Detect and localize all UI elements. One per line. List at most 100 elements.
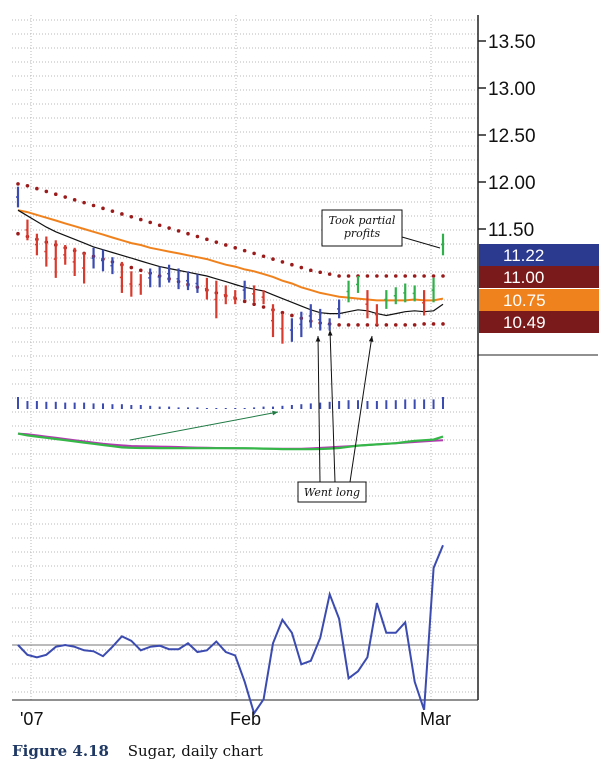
histogram-bar [442,397,444,409]
upper-band-dot [35,186,39,191]
upper-band-dot [25,183,30,188]
upper-band-dot [223,243,228,247]
histogram-bar [92,403,95,409]
upper-band-dot [63,195,68,199]
price-tags: 11.22 11.00 10.75 10.49 [479,244,599,333]
upper-band-dot [157,223,162,228]
histogram-bar [272,406,274,409]
histogram-bar [35,401,38,409]
histogram-bar [139,405,142,409]
histogram-bar [290,405,293,409]
histogram-bar [394,400,397,409]
histogram-bar [319,402,322,409]
upper-band-dot [393,274,398,278]
date-label: Mar [420,709,451,729]
went-long-arrowhead [368,336,374,342]
histogram-bar [309,403,312,409]
price-tick-label: 12.50 [488,126,536,147]
lower-band-dot [365,323,370,327]
figure-label: Figure 4.18 [12,742,109,760]
histogram-bar [385,400,388,409]
histogram-bar [347,400,350,409]
histogram-bar [73,402,76,409]
histogram-bar [253,407,256,409]
upper-band-dot [148,220,153,225]
lower-band-dot [252,302,256,307]
histogram-bar [196,407,199,409]
histogram-bar [375,401,378,409]
figure-title: Sugar, daily chart [127,742,263,760]
price-tag-label: 11.00 [503,268,544,287]
went-long-arrowhead [272,410,278,416]
histogram-bar [205,408,208,409]
date-label: '07 [20,709,43,729]
upper-band-dot [214,240,219,244]
upper-band-dot [346,274,351,278]
upper-band-dot [129,214,134,219]
price-tick-label: 13.00 [488,79,536,100]
histogram-bar [432,399,435,409]
upper-band-dot [91,203,96,208]
upper-band-dot [101,206,105,211]
lower-band-dot [431,322,436,326]
grid-lines [12,15,478,700]
upper-band-dot [195,234,200,239]
upper-band-dot [308,268,313,273]
histogram-bar [26,401,29,409]
took-profits-pointer [401,236,441,249]
upper-band-dot [431,274,436,278]
upper-band-dot [242,248,247,253]
upper-band-dot [138,217,143,222]
price-tag-box [479,289,599,311]
histogram-bar [45,401,48,409]
histogram-bar [423,399,426,409]
histogram-bar [281,405,284,409]
went-long-arrowhead [327,330,333,336]
upper-band-dot [261,254,266,259]
upper-band-dot [318,270,323,275]
price-tag-label: 11.22 [503,246,544,265]
histogram-bar [149,405,152,409]
went-long-arrow [317,335,321,483]
histogram-bar [328,401,331,409]
upper-band-dot [299,265,304,270]
upper-band-dot [290,262,294,267]
histogram-bar [130,405,133,409]
histogram-bar [83,402,86,409]
price-tag-label: 10.49 [503,313,546,332]
date-axis: '07 Feb Mar [20,709,451,729]
histogram-bar [177,407,180,409]
lower-band-dot [261,305,266,309]
upper-band-dot [120,212,124,216]
price-tick-label: 11.50 [488,220,534,241]
indicator-panel [17,397,444,451]
upper-band-dot [337,274,341,278]
black-moving-average [17,209,444,317]
histogram-bar [54,401,57,409]
histogram-bar [120,404,123,409]
histogram-bar [224,408,227,409]
histogram-bar [366,401,369,409]
took-profits-callout-text: Took partial [329,214,396,227]
upper-band-dot [233,246,238,250]
lower-band-dot [290,313,294,318]
price-panel [16,182,445,344]
took-profits-callout-text: profits [344,227,381,240]
upper-band-dot [252,251,256,256]
price-tag-box [479,311,599,333]
upper-band-dot [422,274,426,278]
histogram-bar [158,406,161,409]
upper-band-dot [82,200,86,205]
upper-band-dot [110,209,115,213]
lower-band-dot [280,310,285,315]
upper-band-dot [280,260,285,264]
price-tick-label: 12.00 [488,173,536,194]
upper-band-dot [271,257,275,261]
price-tag-label: 10.75 [503,291,546,310]
date-label: Feb [230,709,261,729]
histogram-bar [17,397,19,409]
histogram-bar [300,404,303,409]
lower-band-dot [356,323,360,327]
lower-band-dot [346,323,351,327]
